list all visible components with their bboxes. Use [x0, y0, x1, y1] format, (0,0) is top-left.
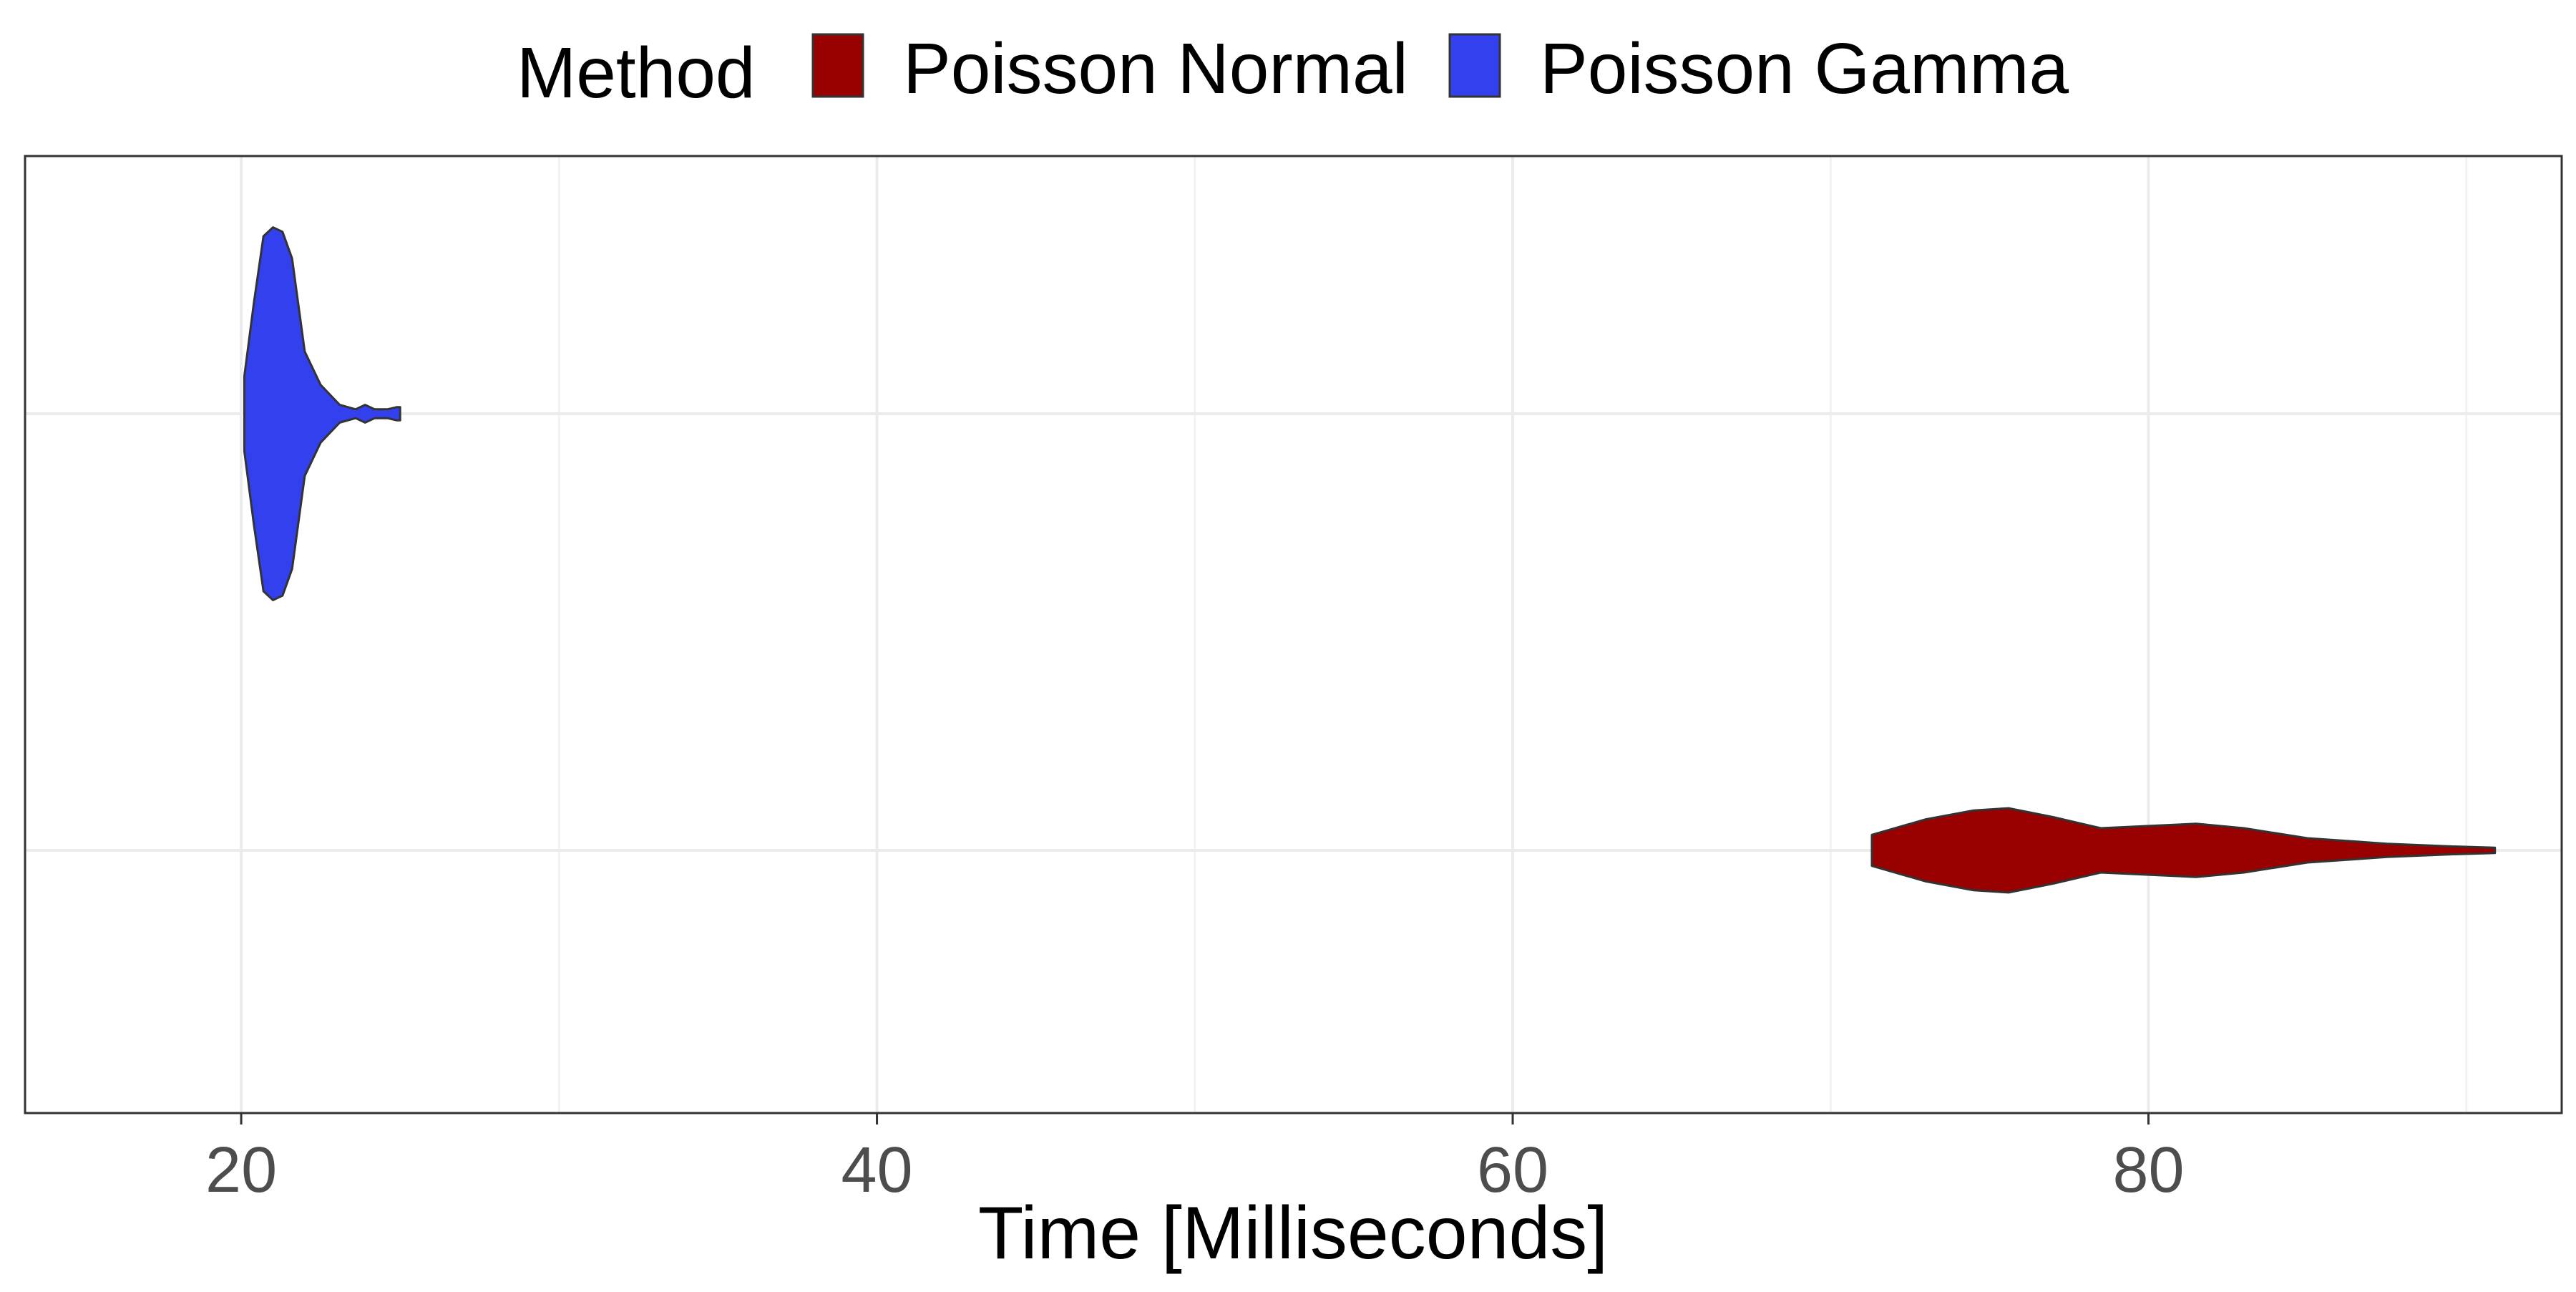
violin-poisson-normal [1870, 807, 2497, 894]
legend: Method Poisson Normal Poisson Gamma [517, 29, 2069, 113]
x-axis-ticks [240, 1113, 2150, 1125]
violin-poisson-gamma [243, 226, 401, 601]
x-tick-label-60: 60 [1477, 1135, 1548, 1206]
plot-panel [24, 155, 2563, 1114]
legend-title: Method [517, 33, 756, 113]
minor-gridlines [557, 156, 2468, 1113]
panel-background [25, 156, 2562, 1113]
legend-key-poisson-normal [811, 33, 864, 98]
legend-key-poisson-gamma [1448, 33, 1501, 98]
legend-label-poisson-gamma: Poisson Gamma [1540, 29, 2069, 109]
x-axis: 20 40 60 80 Time [Milliseconds] [205, 1113, 2185, 1275]
x-tick-label-20: 20 [205, 1135, 277, 1206]
violins [243, 226, 2497, 894]
x-tick-label-40: 40 [841, 1135, 912, 1206]
panel-border [24, 155, 2563, 1114]
legend-label-poisson-normal: Poisson Normal [903, 29, 1408, 109]
x-axis-tick-labels: 20 40 60 80 [205, 1135, 2185, 1206]
x-tick-label-80: 80 [2112, 1135, 2184, 1206]
x-axis-title: Time [Milliseconds] [978, 1192, 1608, 1275]
